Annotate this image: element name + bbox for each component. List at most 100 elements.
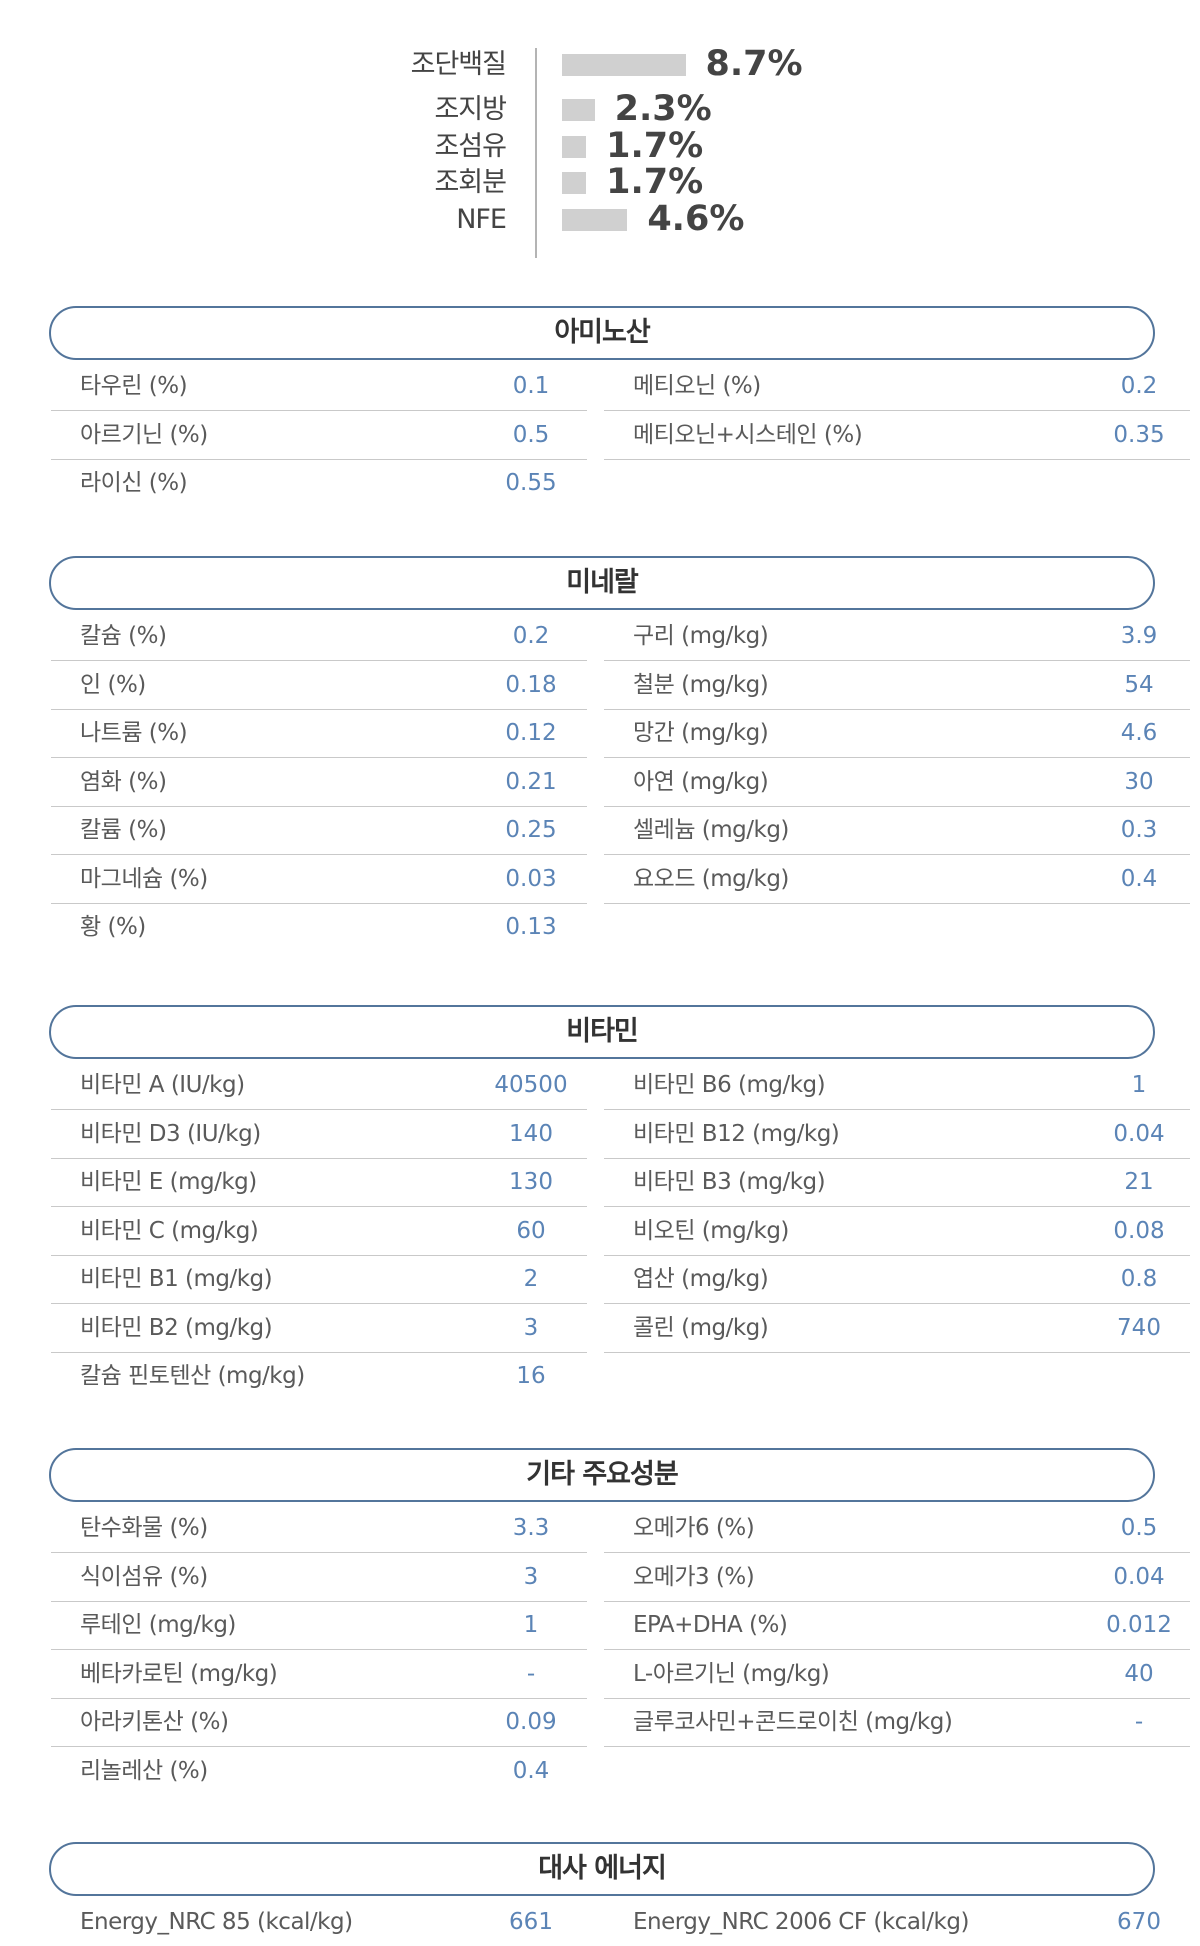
nutrient-label: 나트륨 (%) <box>80 720 188 746</box>
nutrient-row: 콜린 (mg/kg) 740 <box>604 1304 1190 1353</box>
nutrient-label: 아라키톤산 (%) <box>80 1709 229 1735</box>
nutrient-row: 셀레늄 (mg/kg) 0.3 <box>604 806 1190 855</box>
nutrient-value: 3 <box>523 1563 539 1590</box>
nutrient-label: 비타민 B12 (mg/kg) <box>633 1120 840 1147</box>
nutrient-row: 비타민 D3 (IU/kg) 140 <box>51 1110 587 1159</box>
proximate-row: 조회분 1.7% <box>0 160 1200 205</box>
proximate-value: 4.6% <box>647 199 745 239</box>
proximate-row: 조섬유 1.7% <box>0 124 1200 169</box>
proximate-bar <box>562 172 587 194</box>
nutrient-row: Energy_NRC 2006 CF (kcal/kg) 670 <box>604 1898 1190 1946</box>
section-title: 기타 주요성분 <box>49 1448 1155 1502</box>
nutrient-row: 염화 (%) 0.21 <box>51 758 587 807</box>
nutrient-row: 비타민 B6 (mg/kg) 1 <box>604 1061 1190 1110</box>
nutrient-label: EPA+DHA (%) <box>633 1612 788 1638</box>
nutrient-value: 30 <box>1124 768 1154 795</box>
nutrient-row: 비타민 A (IU/kg) 40500 <box>51 1061 587 1110</box>
nutrient-row: 아라키톤산 (%) 0.09 <box>51 1698 587 1747</box>
proximate-bar <box>562 136 587 158</box>
nutrient-row: 황 (%) 0.13 <box>51 903 587 951</box>
proximate-bar <box>562 54 686 76</box>
nutrient-row: 아연 (mg/kg) 30 <box>604 758 1190 807</box>
nutrient-row: 망간 (mg/kg) 4.6 <box>604 709 1190 758</box>
nutrient-row: 탄수화물 (%) 3.3 <box>51 1504 587 1553</box>
proximate-value: 2.3% <box>614 89 712 129</box>
nutrient-label: 메티오닌 (%) <box>633 373 761 399</box>
nutrient-row: 엽산 (mg/kg) 0.8 <box>604 1255 1190 1304</box>
nutrient-label: 글루코사민+콘드로이친 (mg/kg) <box>633 1709 953 1735</box>
nutrient-label: 비타민 A (IU/kg) <box>80 1072 245 1098</box>
nutrient-value: 4.6 <box>1120 720 1158 746</box>
proximate-label: 조단백질 <box>410 49 507 80</box>
nutrient-row: 비타민 B3 (mg/kg) 21 <box>604 1158 1190 1207</box>
proximate-label: 조지방 <box>434 94 507 125</box>
nutrient-label: Energy_NRC 85 (kcal/kg) <box>80 1909 353 1935</box>
nutrient-row: 리놀레산 (%) 0.4 <box>51 1747 587 1795</box>
nutrient-value: 130 <box>509 1169 553 1195</box>
nutrient-value: 0.5 <box>512 421 550 448</box>
nutrient-row: 비타민 B1 (mg/kg) 2 <box>51 1255 587 1304</box>
nutrient-label: 비타민 B6 (mg/kg) <box>633 1072 826 1098</box>
nutrient-value: 0.2 <box>512 623 550 649</box>
nutrient-row: 오메가3 (%) 0.04 <box>604 1553 1190 1602</box>
nutrient-label: 칼슘 (%) <box>80 623 167 649</box>
nutrient-value: 0.1 <box>512 373 550 399</box>
nutrient-value: 140 <box>509 1120 553 1147</box>
nutrient-value: 0.13 <box>505 914 557 940</box>
nutrient-row: 철분 (mg/kg) 54 <box>604 661 1190 710</box>
nutrient-row: 타우린 (%) 0.1 <box>51 362 587 411</box>
nutrient-row: 아르기닌 (%) 0.5 <box>51 411 587 460</box>
nutrient-value: 670 <box>1117 1909 1161 1935</box>
nutrient-value: 40500 <box>494 1072 568 1098</box>
nutrient-label: 황 (%) <box>80 914 146 940</box>
nutrient-label: 철분 (mg/kg) <box>633 671 769 698</box>
nutrient-row: 비타민 B12 (mg/kg) 0.04 <box>604 1110 1190 1159</box>
nutrient-label: L-아르기닌 (mg/kg) <box>633 1660 830 1687</box>
nutrient-value: 0.08 <box>1113 1217 1165 1244</box>
nutrient-row: 글루코사민+콘드로이친 (mg/kg) - <box>604 1698 1190 1747</box>
nutrient-value: 21 <box>1124 1169 1154 1195</box>
nutrient-label: 비타민 B1 (mg/kg) <box>80 1266 273 1292</box>
nutrient-value: 16 <box>516 1363 546 1389</box>
nutrient-row: 칼륨 (%) 0.25 <box>51 806 587 855</box>
section-title: 대사 에너지 <box>49 1842 1155 1896</box>
nutrient-label: 인 (%) <box>80 671 146 698</box>
proximate-bar <box>562 99 595 121</box>
nutrient-label: 비오틴 (mg/kg) <box>633 1217 789 1244</box>
nutrient-row: 칼슘 핀토텐산 (mg/kg) 16 <box>51 1352 587 1400</box>
nutrient-value: 0.012 <box>1106 1612 1172 1638</box>
nutrient-value: 0.12 <box>505 720 557 746</box>
nutrient-value: 740 <box>1117 1314 1161 1341</box>
nutrient-label: 아르기닌 (%) <box>80 421 208 448</box>
nutrient-row: EPA+DHA (%) 0.012 <box>604 1601 1190 1650</box>
nutrient-row: 비오틴 (mg/kg) 0.08 <box>604 1207 1190 1256</box>
nutrient-label: 염화 (%) <box>80 768 167 795</box>
nutrient-label: 라이신 (%) <box>80 470 188 496</box>
proximate-value: 1.7% <box>606 126 704 166</box>
nutrient-row: 비타민 E (mg/kg) 130 <box>51 1158 587 1207</box>
nutrient-row: 메티오닌+시스테인 (%) 0.35 <box>604 411 1190 460</box>
nutrient-label: 베타카로틴 (mg/kg) <box>80 1660 278 1687</box>
nutrient-label: 비타민 B2 (mg/kg) <box>80 1314 273 1341</box>
proximate-row: NFE 4.6% <box>0 197 1200 242</box>
nutrient-value: 54 <box>1124 671 1154 698</box>
nutrient-label: 리놀레산 (%) <box>80 1757 208 1784</box>
section-title: 비타민 <box>49 1005 1155 1059</box>
nutrient-value: 0.35 <box>1113 421 1165 448</box>
nutrient-row: L-아르기닌 (mg/kg) 40 <box>604 1650 1190 1699</box>
nutrient-label: 비타민 C (mg/kg) <box>80 1217 259 1244</box>
proximate-label: NFE <box>456 204 507 235</box>
nutrient-value: 3.3 <box>512 1515 550 1541</box>
nutrient-value: 60 <box>516 1217 546 1244</box>
proximate-label: 조회분 <box>434 167 507 198</box>
nutrient-value: - <box>1134 1709 1144 1735</box>
nutrient-value: 40 <box>1124 1660 1154 1687</box>
nutrient-label: 식이섬유 (%) <box>80 1563 208 1590</box>
nutrient-value: 0.18 <box>505 671 557 698</box>
nutrient-value: 0.5 <box>1120 1515 1158 1541</box>
nutrient-value: 3.9 <box>1120 623 1158 649</box>
nutrient-value: 0.04 <box>1113 1120 1165 1147</box>
proximate-divider <box>535 48 537 258</box>
nutrient-value: 0.4 <box>1120 865 1158 892</box>
nutrient-value: 0.4 <box>512 1757 550 1784</box>
